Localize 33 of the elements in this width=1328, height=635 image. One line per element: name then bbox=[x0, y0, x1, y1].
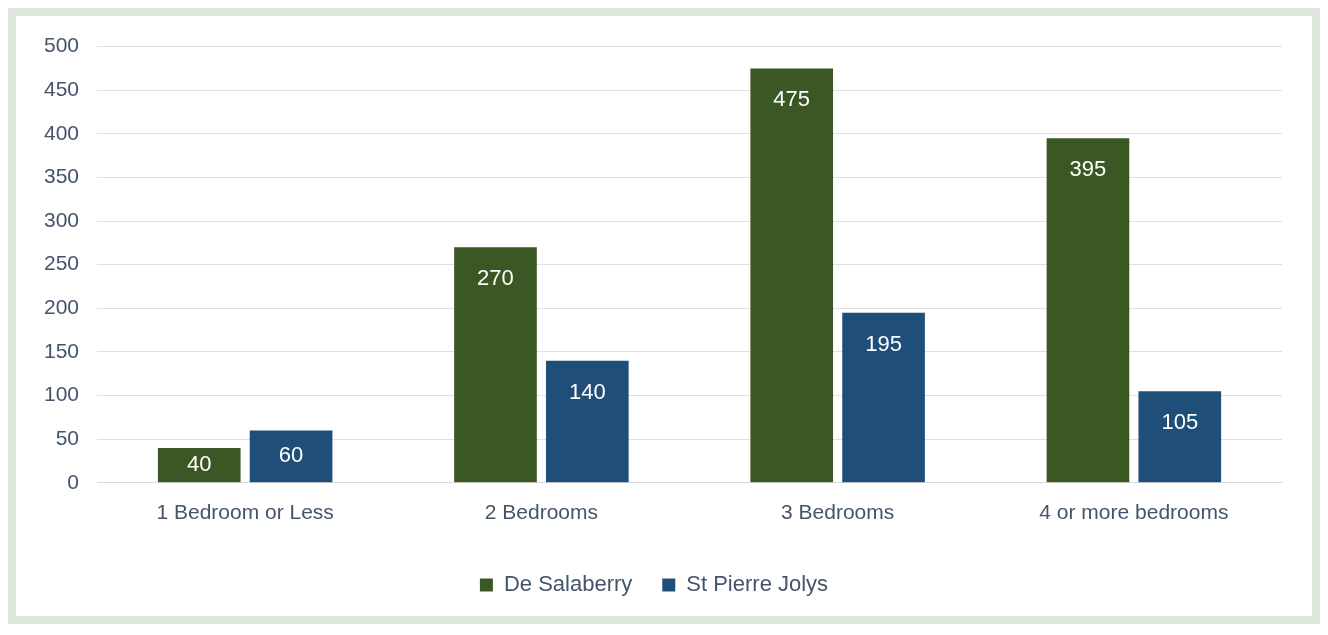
y-tick-label: 350 bbox=[43, 164, 80, 188]
x-tick-label: 3 Bedrooms bbox=[781, 500, 895, 524]
legend-label: De Salaberry bbox=[503, 571, 633, 597]
y-tick-label: 300 bbox=[43, 207, 80, 231]
y-tick-label: 200 bbox=[43, 295, 80, 319]
y-tick-label: 400 bbox=[43, 120, 80, 144]
x-tick-label: 2 Bedrooms bbox=[484, 500, 599, 524]
bar bbox=[842, 312, 925, 483]
legend-label: St Pierre Jolys bbox=[686, 571, 829, 597]
y-tick-label: 100 bbox=[43, 382, 80, 406]
data-label: 105 bbox=[1161, 409, 1199, 435]
data-label: 195 bbox=[865, 330, 902, 356]
data-label: 270 bbox=[477, 265, 514, 291]
x-tick-label: 4 or more bedrooms bbox=[1039, 500, 1229, 524]
y-tick-label: 0 bbox=[67, 469, 80, 493]
data-label: 40 bbox=[187, 451, 212, 477]
x-tick-label: 1 Bedroom or Less bbox=[156, 500, 334, 524]
bar bbox=[750, 68, 834, 483]
data-label: 395 bbox=[1069, 156, 1107, 182]
bar bbox=[249, 430, 333, 483]
bar bbox=[1138, 391, 1222, 483]
bar bbox=[545, 360, 629, 483]
y-tick-label: 50 bbox=[55, 425, 80, 449]
data-label: 140 bbox=[568, 378, 606, 404]
y-tick-label: 250 bbox=[43, 251, 80, 275]
y-tick-label: 450 bbox=[43, 77, 80, 101]
bar bbox=[454, 247, 537, 483]
data-label: 475 bbox=[773, 86, 811, 112]
bar bbox=[157, 447, 241, 483]
y-tick-label: 500 bbox=[43, 33, 80, 57]
data-label: 60 bbox=[278, 442, 304, 468]
y-tick-label: 150 bbox=[43, 338, 80, 362]
bar bbox=[1046, 138, 1130, 483]
